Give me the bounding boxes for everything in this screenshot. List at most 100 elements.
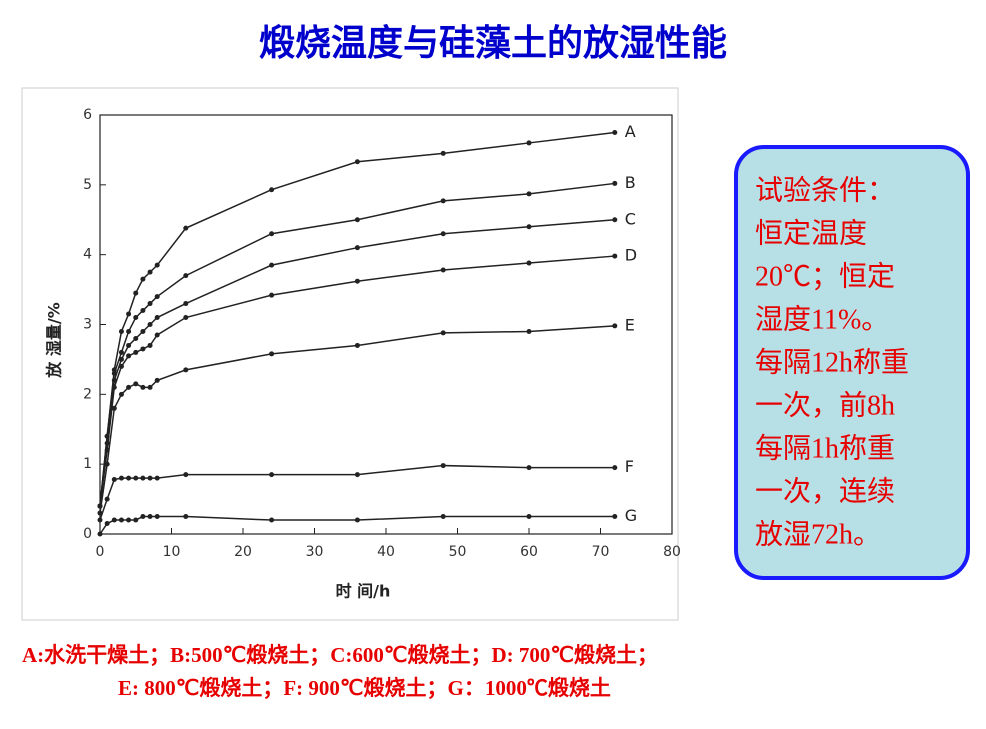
data-point xyxy=(354,517,360,523)
data-point xyxy=(354,472,360,478)
data-point xyxy=(140,328,146,334)
data-point xyxy=(140,276,146,282)
data-point xyxy=(118,517,124,523)
data-point xyxy=(440,463,446,469)
data-point xyxy=(147,301,153,307)
y-tick-label: 0 xyxy=(83,526,92,542)
data-point xyxy=(269,472,275,478)
data-point xyxy=(183,514,189,520)
data-point xyxy=(612,217,618,223)
y-tick-label: 6 xyxy=(83,107,92,123)
y-tick-label: 4 xyxy=(83,247,92,263)
data-point xyxy=(140,384,146,390)
y-axis-label: 放 湿量/% xyxy=(45,302,64,378)
data-point xyxy=(133,335,139,341)
data-point xyxy=(140,514,146,520)
x-tick-label: 80 xyxy=(663,544,681,560)
data-point xyxy=(118,363,124,369)
data-point xyxy=(154,315,160,321)
x-tick-label: 0 xyxy=(96,544,105,560)
data-point xyxy=(440,231,446,237)
data-point xyxy=(269,292,275,298)
data-point xyxy=(269,187,275,193)
data-point xyxy=(612,323,618,329)
data-point xyxy=(440,514,446,520)
data-point xyxy=(147,475,153,481)
data-point xyxy=(183,225,189,231)
data-point xyxy=(133,349,139,355)
data-point xyxy=(154,475,160,481)
data-point xyxy=(140,475,146,481)
data-point xyxy=(104,521,110,527)
note-line: 每隔1h称重 xyxy=(755,432,895,464)
x-tick-label: 10 xyxy=(163,544,181,560)
data-point xyxy=(354,159,360,165)
x-tick-label: 20 xyxy=(234,544,252,560)
data-point xyxy=(118,391,124,397)
data-point xyxy=(154,377,160,383)
data-point xyxy=(111,405,117,411)
series-label: C xyxy=(625,209,636,228)
y-tick-label: 1 xyxy=(83,456,92,472)
data-point xyxy=(111,517,117,523)
x-tick-label: 50 xyxy=(449,544,467,560)
data-point xyxy=(526,140,532,146)
x-tick-label: 60 xyxy=(520,544,538,560)
series-label: G xyxy=(625,506,637,525)
data-point xyxy=(612,129,618,135)
data-point xyxy=(526,260,532,266)
data-point xyxy=(126,517,132,523)
caption-line: E: 800℃煅烧土；F: 900℃煅烧土；G：1000℃煅烧土 xyxy=(118,676,611,700)
data-point xyxy=(154,514,160,520)
data-point xyxy=(140,308,146,314)
data-point xyxy=(147,342,153,348)
y-tick-label: 2 xyxy=(83,386,92,402)
data-point xyxy=(147,269,153,275)
note-line: 湿度11%。 xyxy=(755,303,889,335)
data-point xyxy=(526,514,532,520)
data-point xyxy=(269,231,275,237)
data-point xyxy=(140,346,146,352)
data-point xyxy=(183,273,189,279)
data-point xyxy=(526,191,532,197)
data-point xyxy=(354,342,360,348)
data-point xyxy=(126,384,132,390)
data-point xyxy=(147,384,153,390)
data-point xyxy=(97,517,103,523)
y-tick-label: 3 xyxy=(83,317,92,333)
data-point xyxy=(133,290,139,296)
data-point xyxy=(126,311,132,317)
y-tick-label: 5 xyxy=(83,177,92,193)
data-point xyxy=(526,224,532,230)
data-point xyxy=(133,381,139,387)
x-tick-label: 30 xyxy=(306,544,324,560)
data-point xyxy=(269,351,275,357)
data-point xyxy=(269,517,275,523)
data-point xyxy=(147,322,153,327)
data-point xyxy=(118,349,124,355)
data-point xyxy=(612,514,618,520)
data-point xyxy=(183,367,189,373)
note-line: 一次，前8h xyxy=(755,389,895,421)
series-label: D xyxy=(625,246,637,265)
data-point xyxy=(154,262,160,268)
data-point xyxy=(104,461,110,467)
note-line: 恒定温度 xyxy=(755,217,867,249)
data-point xyxy=(526,465,532,471)
data-point xyxy=(269,262,275,268)
data-point xyxy=(126,342,132,348)
data-point xyxy=(354,245,360,251)
data-point xyxy=(133,315,139,321)
data-point xyxy=(354,217,360,223)
caption-line: A:水洗干燥土；B:500℃煅烧土；C:600℃煅烧土；D: 700℃煅烧土； xyxy=(22,643,658,667)
x-axis-label: 时 间/h xyxy=(336,582,391,601)
caption: A:水洗干燥土；B:500℃煅烧土；C:600℃煅烧土；D: 700℃煅烧土； E… xyxy=(22,643,658,700)
note-line: 试验条件： xyxy=(755,174,895,206)
data-point xyxy=(97,531,103,537)
data-point xyxy=(154,332,160,338)
data-point xyxy=(612,180,618,186)
note-line: 一次，连续 xyxy=(755,475,895,507)
